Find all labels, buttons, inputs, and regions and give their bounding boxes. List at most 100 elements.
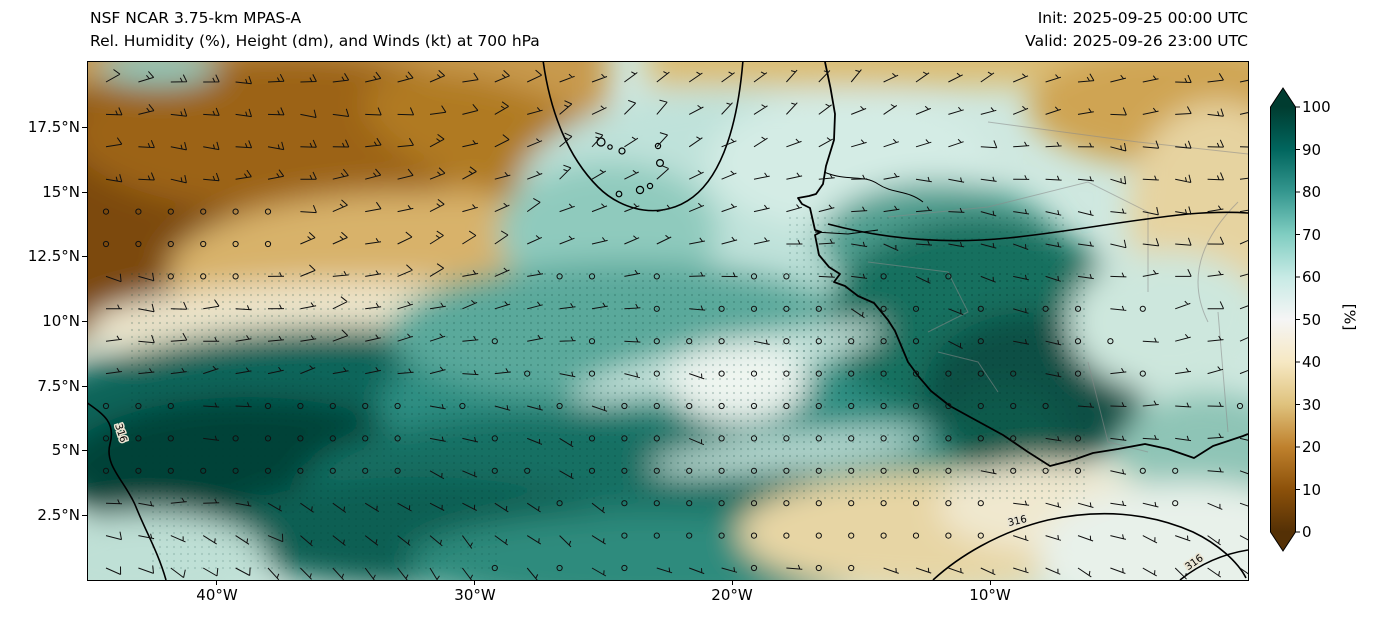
colorbar-tick-label: 50 (1302, 311, 1322, 329)
calm-wind-marker (102, 467, 110, 474)
calm-wind-marker (815, 370, 822, 377)
calm-wind-marker (686, 467, 693, 474)
calm-wind-marker (1172, 467, 1179, 474)
calm-wind-marker (264, 240, 272, 248)
river-line (1197, 201, 1239, 323)
calm-wind-marker (848, 338, 855, 345)
calm-wind-marker (718, 532, 725, 539)
map-plot: 316 316 316 (88, 62, 1248, 580)
calm-wind-marker (653, 370, 660, 377)
calm-wind-marker (750, 564, 758, 572)
calm-wind-marker (167, 273, 174, 280)
calm-wind-marker (135, 402, 142, 410)
calm-wind-marker (621, 402, 628, 410)
calm-wind-marker (653, 435, 660, 442)
calm-wind-marker (783, 435, 790, 442)
calm-wind-marker (718, 305, 725, 312)
calm-wind-marker (783, 467, 790, 474)
calm-wind-marker (135, 467, 142, 474)
calm-wind-marker (880, 500, 887, 507)
colorbar-tick-label: 80 (1302, 183, 1322, 201)
calm-wind-marker (750, 370, 758, 377)
calm-wind-marker (653, 402, 660, 410)
x-axis-tick-mark (216, 580, 217, 585)
cape-verde-islands (596, 137, 664, 198)
calm-wind-marker (1139, 370, 1146, 377)
calm-wind-marker (880, 402, 887, 410)
calm-wind-marker (848, 500, 855, 507)
height-contour-316-southeast (932, 512, 1247, 580)
y-axis-tick-mark (82, 386, 87, 387)
title-block: NSF NCAR 3.75-km MPAS-A Rel. Humidity (%… (90, 7, 540, 53)
calm-wind-marker (264, 435, 272, 442)
calm-wind-marker (1172, 500, 1179, 507)
africa-coastline (797, 62, 1248, 467)
calm-wind-marker (167, 402, 174, 410)
calm-wind-marker (848, 402, 855, 410)
calm-wind-marker (588, 435, 596, 442)
calm-wind-marker (880, 273, 887, 280)
calm-wind-marker (102, 402, 110, 410)
calm-wind-marker (102, 208, 110, 215)
calm-wind-marker (491, 338, 498, 345)
calm-wind-marker (977, 532, 984, 539)
calm-wind-marker (653, 338, 660, 345)
calm-wind-marker (491, 435, 498, 442)
calm-wind-marker (329, 467, 336, 474)
island (646, 182, 654, 190)
wind-barb-glyphs (105, 69, 1248, 580)
y-axis-tick-mark (82, 256, 87, 257)
y-axis-tick-mark (82, 515, 87, 516)
calm-wind-marker (1010, 370, 1017, 377)
calm-wind-marker (200, 273, 207, 280)
calm-wind-marker (912, 305, 920, 312)
island (655, 158, 664, 167)
calm-wind-marker (880, 305, 887, 312)
calm-wind-marker (1042, 467, 1049, 474)
calm-wind-marker (912, 500, 920, 507)
calm-wind-marker (1074, 370, 1082, 377)
calm-wind-marker (588, 467, 596, 474)
calm-wind-marker (750, 500, 758, 507)
calm-wind-marker (232, 240, 239, 248)
calm-wind-marker (394, 467, 401, 474)
calm-wind-marker (264, 467, 272, 474)
calm-wind-marker (718, 338, 725, 345)
calm-wind-marker (394, 435, 401, 442)
calm-wind-marker (945, 402, 952, 410)
colorbar-tick-label: 100 (1302, 98, 1331, 116)
calm-wind-marker (977, 370, 984, 377)
calm-wind-marker (880, 532, 887, 539)
calm-wind-marker (329, 435, 336, 442)
calm-wind-marker (750, 435, 758, 442)
y-axis-tick-label: 12.5°N (27, 247, 80, 265)
island (618, 147, 626, 155)
calm-wind-marker (686, 402, 693, 410)
calm-wind-marker (880, 435, 887, 442)
run-info-block: Init: 2025-09-25 00:00 UTC Valid: 2025-0… (1025, 7, 1248, 53)
country-borders (867, 121, 1248, 453)
calm-wind-marker (848, 370, 855, 377)
calm-wind-marker (815, 305, 822, 312)
island (607, 144, 613, 150)
calm-wind-marker (653, 305, 660, 312)
valid-time: Valid: 2025-09-26 23:00 UTC (1025, 32, 1248, 50)
calm-wind-marker (556, 273, 563, 280)
colorbar-tick-marks (1295, 106, 1300, 533)
calm-wind-marker (362, 467, 369, 474)
calm-wind-marker (750, 532, 758, 539)
height-contour-316-west (88, 402, 167, 580)
colorbar-tick-label: 30 (1302, 396, 1322, 414)
calm-wind-marker (815, 467, 822, 474)
calm-wind-marker (167, 467, 174, 474)
calm-wind-marker (815, 500, 822, 507)
y-axis-tick-mark (82, 450, 87, 451)
rh-region (1118, 392, 1248, 512)
border-line (1087, 361, 1149, 453)
calm-wind-marker (588, 370, 596, 377)
colorbar-tick-label: 10 (1302, 481, 1322, 499)
field-title: Rel. Humidity (%), Height (dm), and Wind… (90, 32, 540, 50)
calm-wind-marker (945, 370, 952, 377)
calm-wind-marker (912, 532, 920, 539)
calm-wind-marker (135, 435, 142, 442)
